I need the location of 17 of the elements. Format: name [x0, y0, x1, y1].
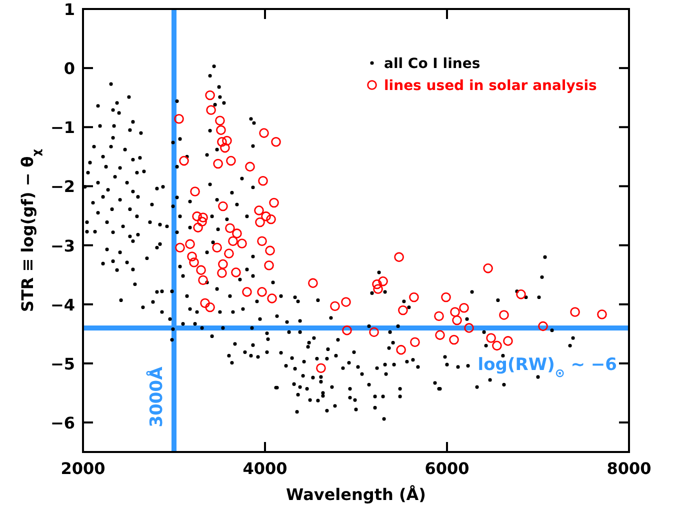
y-tick-label: 1 — [64, 0, 75, 19]
ref-line-label: log(RW)$_{⊙}$ ~ −6 — [478, 354, 617, 380]
y-tick-label: −4 — [50, 295, 75, 314]
x-tick-label: 4000 — [242, 459, 288, 478]
y-tick-label: −5 — [50, 354, 75, 374]
y-tick-label: 0 — [64, 59, 75, 78]
x-tick-label: 2000 — [60, 459, 106, 478]
x-tick-label: 6000 — [424, 459, 470, 478]
x-axis-title: Wavelength (Å) — [286, 485, 426, 504]
y-tick-label: −1 — [50, 118, 75, 138]
legend-label: lines used in solar analysis — [384, 78, 597, 94]
y-tick-label: −6 — [50, 413, 75, 432]
ref-line-label: 3000Å — [146, 366, 167, 428]
legend-label: all Co I lines — [384, 56, 480, 72]
y-tick-label: −2 — [50, 177, 75, 196]
y-tick-label: −3 — [50, 236, 75, 256]
x-tick-label: 8000 — [606, 459, 652, 478]
